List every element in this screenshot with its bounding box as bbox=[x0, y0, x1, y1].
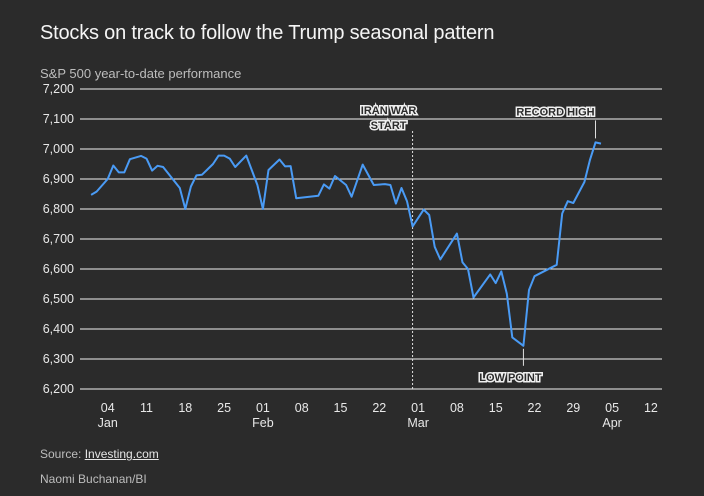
source-note: Source: Investing.com bbox=[40, 447, 159, 461]
x-tick-label: 05 bbox=[605, 401, 619, 415]
x-month-label: Jan bbox=[98, 416, 118, 430]
y-tick-label: 7,100 bbox=[43, 112, 74, 126]
x-tick-label: 04 bbox=[101, 401, 115, 415]
y-tick-label: 6,700 bbox=[43, 232, 74, 246]
y-tick-label: 6,600 bbox=[43, 262, 74, 276]
x-tick-label: 15 bbox=[334, 401, 348, 415]
annotation-iran-war-line1: IRAN WAR bbox=[361, 105, 417, 117]
source-prefix: Source: bbox=[40, 447, 85, 461]
annotation-low-point: LOW POINT bbox=[479, 372, 542, 384]
x-tick-label: 01 bbox=[256, 401, 270, 415]
credit-line: Naomi Buchanan/BI bbox=[40, 472, 147, 486]
sp500-series-line bbox=[90, 141, 602, 347]
y-tick-label: 6,300 bbox=[43, 352, 74, 366]
x-tick-label: 18 bbox=[178, 401, 192, 415]
x-tick-label: 01 bbox=[411, 401, 425, 415]
y-tick-label: 6,900 bbox=[43, 172, 74, 186]
annotation-iran-war-line2: START bbox=[371, 120, 407, 132]
y-tick-label: 6,800 bbox=[43, 202, 74, 216]
y-tick-label: 6,500 bbox=[43, 292, 74, 306]
x-tick-label: 22 bbox=[528, 401, 542, 415]
annotation-record-high: RECORD HIGH bbox=[516, 106, 594, 118]
x-tick-label: 29 bbox=[566, 401, 580, 415]
x-month-label: Feb bbox=[252, 416, 274, 430]
x-month-label: Apr bbox=[602, 416, 621, 430]
x-tick-label: 25 bbox=[217, 401, 231, 415]
chart-title: Stocks on track to follow the Trump seas… bbox=[40, 22, 495, 44]
x-tick-label: 08 bbox=[450, 401, 464, 415]
chart-subtitle: S&P 500 year-to-date performance bbox=[40, 66, 242, 81]
x-tick-label: 22 bbox=[372, 401, 386, 415]
x-tick-label: 12 bbox=[644, 401, 658, 415]
x-tick-label: 08 bbox=[295, 401, 309, 415]
y-tick-label: 6,200 bbox=[43, 382, 74, 396]
y-tick-label: 7,200 bbox=[43, 82, 74, 96]
y-tick-label: 7,000 bbox=[43, 142, 74, 156]
source-link[interactable]: Investing.com bbox=[84, 447, 159, 461]
x-tick-label: 11 bbox=[140, 401, 153, 415]
x-tick-label: 15 bbox=[489, 401, 503, 415]
x-month-label: Mar bbox=[407, 416, 429, 430]
y-tick-label: 6,400 bbox=[43, 322, 74, 336]
